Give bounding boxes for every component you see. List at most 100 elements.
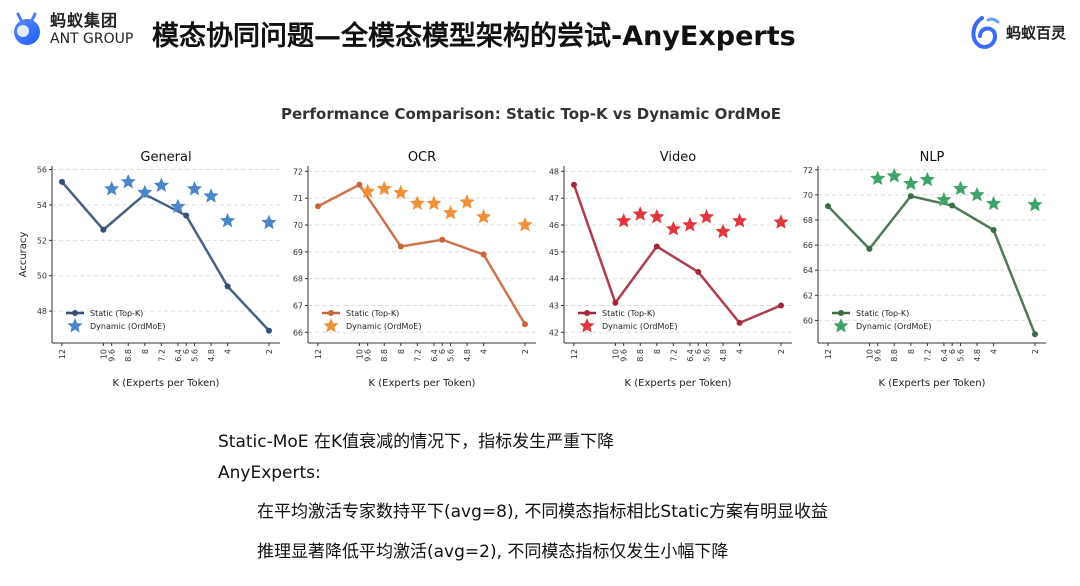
bullet-2: AnyExperts: <box>218 463 321 483</box>
static-point <box>315 203 321 210</box>
static-point <box>480 251 487 258</box>
x-axis-label: K (Experts per Token) <box>879 378 986 389</box>
static-point <box>653 243 660 250</box>
legend-static-label: Static (Top-K) <box>856 309 909 318</box>
y-tick-label: 69 <box>293 248 303 257</box>
dynamic-star <box>632 206 648 221</box>
static-point <box>571 181 577 188</box>
legend-static-marker <box>584 310 590 316</box>
x-tick-label: 8 <box>907 349 916 354</box>
x-tick-label: 6 <box>694 349 703 354</box>
dynamic-star <box>969 186 985 202</box>
static-point <box>695 268 702 275</box>
dynamic-star <box>203 188 219 203</box>
logo-left-en: ANT GROUP <box>50 30 134 47</box>
static-point <box>59 178 65 185</box>
dynamic-star <box>517 217 533 232</box>
y-tick-label: 54 <box>37 201 47 210</box>
x-tick-label: 6 <box>182 349 191 354</box>
x-tick-label: 2 <box>1031 349 1040 354</box>
y-tick-label: 72 <box>293 167 303 176</box>
static-point <box>949 202 956 209</box>
static-line <box>827 194 1037 335</box>
subplot-nlp: NLP 60 62 64 66 68 70 72 12 10 9.6 8.8 8 7.2 6.4 6 5.6 4.… <box>803 150 1046 389</box>
x-tick-label: 8 <box>141 349 150 354</box>
y-tick-label: 42 <box>549 328 559 337</box>
x-tick-label: 8 <box>653 349 662 354</box>
x-tick-label: 6.4 <box>940 349 949 362</box>
dynamic-star <box>104 181 120 196</box>
dynamic-star <box>261 214 277 230</box>
legend-dynamic-marker <box>579 318 595 333</box>
bullet-4: 推理显著降低平均激活(avg=2), 不同模态指标仅发生小幅下降 <box>257 542 729 562</box>
x-tick-label: 7.2 <box>413 349 422 362</box>
y-tick-label: 62 <box>803 291 813 300</box>
x-tick-label: 6 <box>948 349 957 354</box>
legend-static-label: Static (Top-K) <box>602 309 655 318</box>
static-point <box>183 212 190 219</box>
y-tick-label: 60 <box>803 316 813 325</box>
dynamic-star <box>649 209 665 224</box>
dynamic-star <box>220 212 236 228</box>
x-axis-label: K (Experts per Token) <box>113 378 220 389</box>
y-tick-label: 44 <box>549 275 559 284</box>
x-tick-label: 2 <box>265 349 274 354</box>
y-tick-label: 68 <box>293 275 303 284</box>
legend-static-label: Static (Top-K) <box>346 309 399 318</box>
dynamic-star <box>1027 196 1043 212</box>
y-tick-label: 71 <box>293 194 303 203</box>
x-tick-label: 12 <box>314 349 323 359</box>
x-tick-label: 6.4 <box>686 349 695 362</box>
x-tick-label: 9.6 <box>108 349 117 362</box>
y-tick-label: 43 <box>549 301 559 310</box>
dynamic-star <box>426 195 442 210</box>
x-tick-label: 7.2 <box>669 349 678 362</box>
dynamic-star <box>936 191 952 207</box>
dynamic-star <box>665 221 681 236</box>
x-axis-label: K (Experts per Token) <box>625 378 732 389</box>
legend-dynamic-label: Dynamic (OrdMoE) <box>346 322 421 331</box>
dynamic-star <box>476 209 492 224</box>
y-tick-label: 70 <box>803 191 813 200</box>
dynamic-star <box>773 214 789 229</box>
x-tick-label: 10 <box>99 349 108 359</box>
x-tick-label: 5.6 <box>446 349 455 362</box>
static-point <box>778 302 784 309</box>
x-tick-label: 4.8 <box>973 349 982 362</box>
y-tick-label: 48 <box>549 167 559 176</box>
legend-dynamic-marker <box>833 318 849 333</box>
static-point <box>439 236 446 243</box>
static-line <box>317 183 527 325</box>
x-tick-label: 4 <box>224 349 233 354</box>
static-point <box>100 226 107 233</box>
static-point <box>907 193 914 200</box>
x-tick-label: 8.8 <box>636 349 645 362</box>
legend-dynamic-label: Dynamic (OrdMoE) <box>90 322 165 331</box>
y-tick-label: 70 <box>293 221 303 230</box>
x-tick-label: 5.6 <box>956 349 965 362</box>
legend-static-marker <box>328 310 334 316</box>
y-tick-label: 45 <box>549 248 559 257</box>
x-tick-label: 9.6 <box>364 349 373 362</box>
x-tick-label: 9.6 <box>620 349 629 362</box>
dynamic-star <box>459 194 475 209</box>
legend-dynamic-label: Dynamic (OrdMoE) <box>856 322 931 331</box>
page-title: 模态协同问题—全模态模型架构的尝试-AnyExperts <box>152 21 796 52</box>
dynamic-star <box>186 181 203 196</box>
y-axis-label: Accuracy <box>18 232 29 278</box>
static-point <box>397 243 404 250</box>
x-tick-label: 10 <box>865 349 874 359</box>
y-tick-label: 72 <box>803 166 813 175</box>
subplot-title: NLP <box>920 150 945 165</box>
y-tick-label: 66 <box>293 328 303 337</box>
subplot-title: OCR <box>408 150 436 165</box>
dynamic-star <box>919 171 935 187</box>
bullet-1: Static-MoE 在K值衰减的情况下，指标发生严重下降 <box>218 432 615 452</box>
x-tick-label: 9.6 <box>874 349 883 362</box>
dynamic-star <box>120 173 136 189</box>
y-tick-label: 64 <box>803 266 813 275</box>
dynamic-star <box>715 223 731 239</box>
x-tick-label: 6.4 <box>174 349 183 362</box>
x-tick-label: 4.8 <box>463 349 472 362</box>
